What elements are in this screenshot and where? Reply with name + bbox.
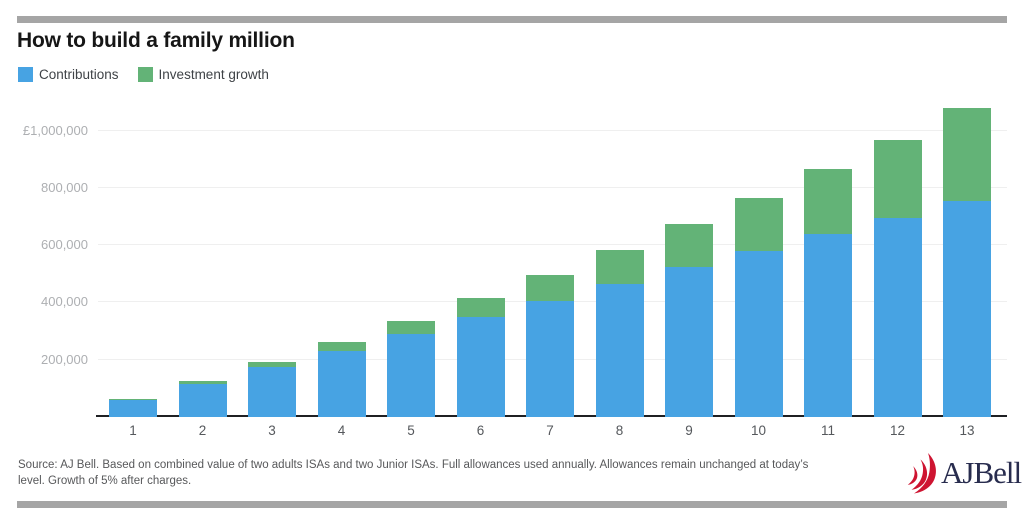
bars (98, 100, 1007, 417)
legend-swatch-investment-growth-icon (137, 67, 153, 82)
bar-year-6 (456, 298, 505, 417)
legend-label-investment-growth: Investment growth (158, 67, 269, 82)
bar-segment-contributions (456, 317, 505, 417)
bar-year-2 (178, 381, 227, 417)
ajbell-logo-text: AJBell (941, 455, 1022, 490)
bar-segment-investment-growth (178, 381, 227, 384)
x-axis-labels: 1 2 3 4 5 6 7 8 9 10 11 12 13 (98, 423, 1007, 438)
top-divider-rule (17, 16, 1007, 23)
bar-year-4 (317, 342, 366, 417)
x-axis-label: 2 (198, 423, 207, 438)
y-axis-tick-label: 800,000 (41, 179, 88, 195)
bar-year-13 (943, 108, 991, 417)
y-axis-tick-label: 600,000 (41, 237, 88, 253)
x-axis-label: 1 (129, 423, 137, 438)
ajbell-logo: AJBell (901, 452, 1022, 494)
x-axis-label: 5 (407, 423, 415, 438)
x-axis-label: 8 (615, 423, 624, 438)
ajbell-swoosh-icon (907, 453, 936, 494)
x-axis-label: 12 (889, 423, 906, 438)
bar-segment-contributions (317, 351, 366, 417)
bar-segment-contributions (109, 400, 157, 417)
bar-segment-contributions (734, 251, 783, 417)
bar-year-1 (109, 399, 157, 417)
x-axis-label: 6 (476, 423, 485, 438)
bottom-divider-rule (17, 501, 1007, 508)
bar-segment-investment-growth (456, 298, 505, 317)
bar-year-11 (804, 169, 852, 417)
bar-year-5 (387, 321, 435, 417)
bar-segment-investment-growth (109, 399, 157, 400)
source-note: Source: AJ Bell. Based on combined value… (18, 458, 890, 489)
bar-segment-investment-growth (387, 321, 435, 334)
bar-segment-investment-growth (595, 250, 644, 284)
gridline (98, 244, 1007, 246)
y-axis-tick-label: 200,000 (41, 351, 88, 367)
bar-segment-contributions (665, 267, 713, 417)
source-note-line-1: Source: AJ Bell. Based on combined value… (18, 459, 809, 471)
bar-segment-investment-growth (734, 198, 783, 251)
bar-segment-investment-growth (317, 342, 366, 351)
x-axis-label: 4 (337, 423, 346, 438)
source-note-line-2: level. Growth of 5% after charges. (18, 474, 192, 487)
x-axis-label: 11 (820, 423, 835, 438)
x-axis-label: 7 (546, 423, 554, 438)
bar-segment-investment-growth (943, 108, 991, 201)
y-axis: 200,000 400,000 600,000 800,000 £1,000,000 (0, 100, 88, 417)
legend-item-investment-growth: Investment growth (137, 67, 269, 82)
x-axis-label: 13 (959, 423, 975, 438)
bar-segment-contributions (804, 234, 852, 417)
bar-year-12 (873, 140, 922, 417)
bar-year-8 (595, 250, 644, 417)
bar-segment-investment-growth (873, 140, 922, 218)
bar-segment-contributions (248, 367, 296, 417)
plot-area (98, 100, 1007, 417)
gridline (98, 186, 1007, 188)
bar-segment-contributions (178, 384, 227, 417)
legend-item-contributions: Contributions (18, 67, 119, 82)
bar-segment-contributions (387, 334, 435, 417)
legend: Contributions Investment growth (18, 67, 269, 82)
bar-segment-investment-growth (526, 275, 574, 301)
bar-year-10 (734, 198, 783, 417)
legend-swatch-contributions-icon (18, 67, 33, 82)
bar-year-9 (665, 224, 713, 417)
y-axis-tick-label: 400,000 (41, 294, 88, 310)
bar-segment-investment-growth (248, 362, 296, 367)
x-axis-label: 9 (685, 423, 693, 438)
chart-title: How to build a family million (17, 29, 295, 52)
bar-year-7 (526, 275, 574, 417)
gridline (98, 129, 1007, 131)
legend-label-contributions: Contributions (39, 67, 119, 82)
bar-segment-investment-growth (665, 224, 713, 267)
bar-year-3 (248, 362, 296, 417)
bar-segment-contributions (943, 201, 991, 417)
x-axis-label: 3 (268, 423, 276, 438)
bar-segment-investment-growth (804, 169, 852, 234)
bar-segment-contributions (873, 218, 922, 417)
x-axis-label: 10 (750, 423, 767, 438)
y-axis-tick-label: £1,000,000 (22, 122, 88, 138)
bar-segment-contributions (595, 284, 644, 417)
bar-segment-contributions (526, 301, 574, 417)
